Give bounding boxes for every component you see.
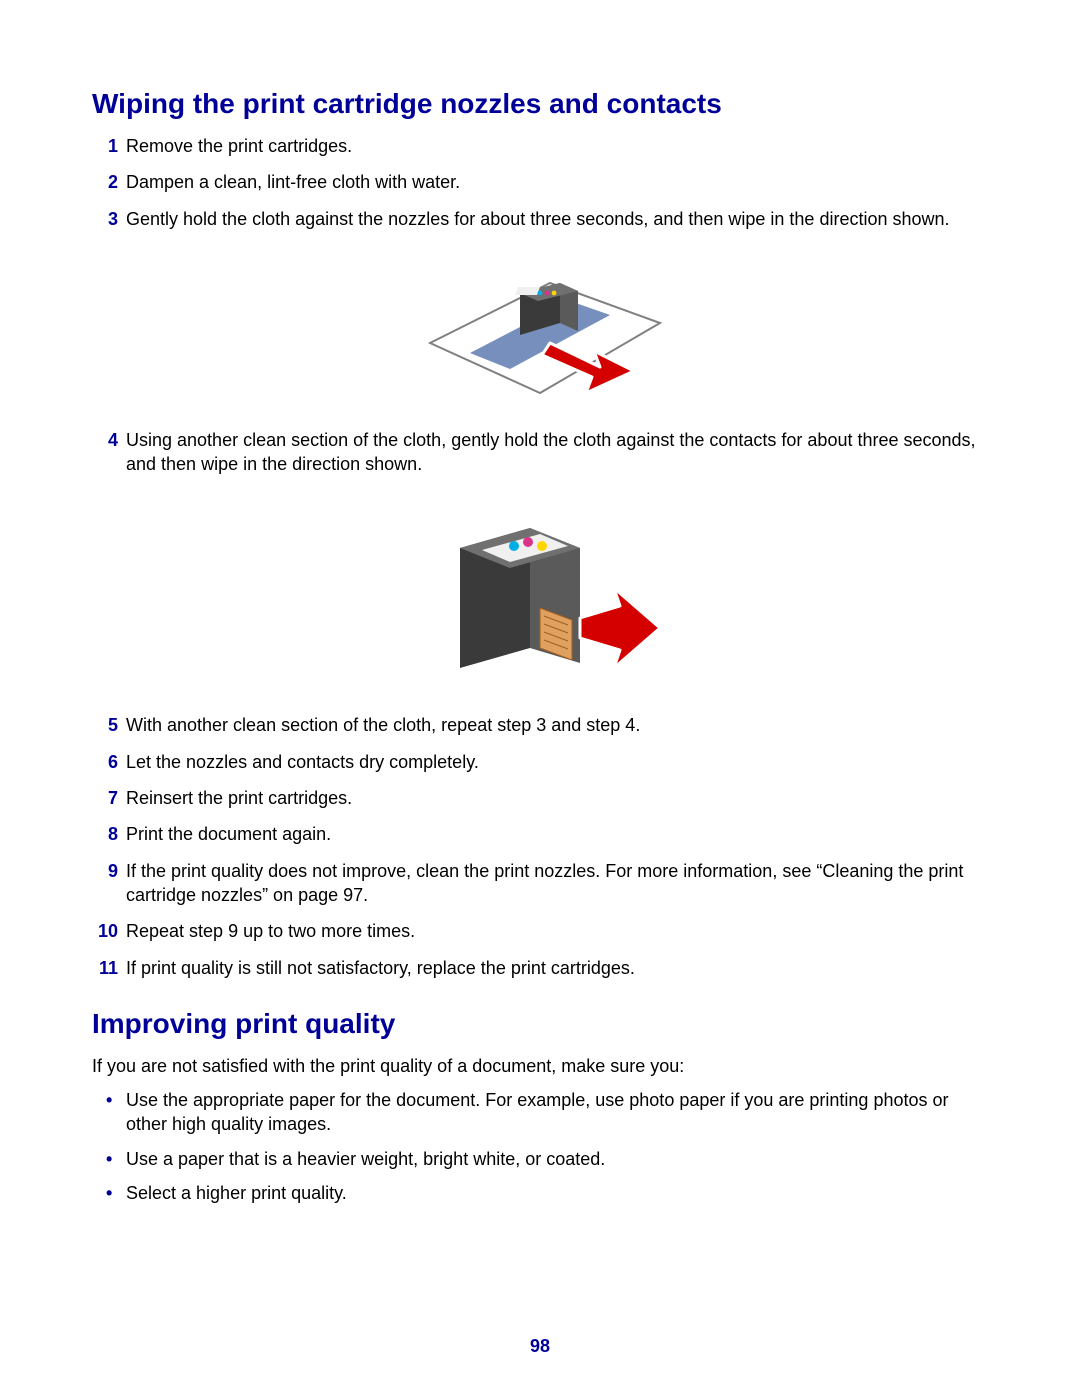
bullet-1: Use the appropriate paper for the docume…	[92, 1088, 988, 1137]
step-1: Remove the print cartridges.	[92, 134, 988, 158]
improving-intro: If you are not satisfied with the print …	[92, 1054, 988, 1078]
step-7: Reinsert the print cartridges.	[92, 786, 988, 810]
bullets-improving: Use the appropriate paper for the docume…	[92, 1088, 988, 1205]
steps-wiping: Remove the print cartridges. Dampen a cl…	[92, 134, 988, 980]
step-5: With another clean section of the cloth,…	[92, 713, 988, 737]
heading-improving: Improving print quality	[92, 1008, 988, 1040]
page-number: 98	[0, 1336, 1080, 1357]
nozzle-wipe-illustration-icon	[400, 243, 680, 403]
bullet-3: Select a higher print quality.	[92, 1181, 988, 1205]
contacts-wipe-illustration-icon	[410, 488, 670, 688]
step-9: If the print quality does not improve, c…	[92, 859, 988, 908]
step-8: Print the document again.	[92, 822, 988, 846]
bullet-2: Use a paper that is a heavier weight, br…	[92, 1147, 988, 1171]
manual-page: Wiping the print cartridge nozzles and c…	[0, 0, 1080, 1397]
step-3: Gently hold the cloth against the nozzle…	[92, 207, 988, 231]
figure-contacts-wipe	[92, 488, 988, 693]
step-2: Dampen a clean, lint-free cloth with wat…	[92, 170, 988, 194]
figure-nozzle-wipe	[92, 243, 988, 408]
step-10: Repeat step 9 up to two more times.	[92, 919, 988, 943]
heading-wiping: Wiping the print cartridge nozzles and c…	[92, 88, 988, 120]
step-4: Using another clean section of the cloth…	[92, 428, 988, 477]
step-11: If print quality is still not satisfacto…	[92, 956, 988, 980]
step-6: Let the nozzles and contacts dry complet…	[92, 750, 988, 774]
